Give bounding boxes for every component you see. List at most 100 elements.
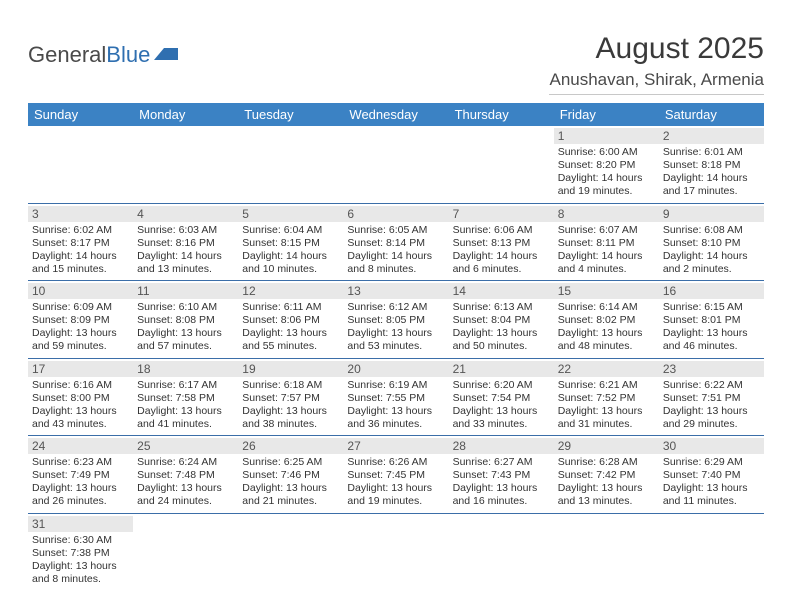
calendar-day: 15 Sunrise: 6:14 AMSunset: 8:02 PMDayligh…	[554, 281, 659, 359]
calendar-day: 5 Sunrise: 6:04 AMSunset: 8:15 PMDaylight…	[238, 203, 343, 281]
calendar-week: 24Sunrise: 6:23 AMSunset: 7:49 PMDayligh…	[28, 436, 764, 514]
day-number: 12	[238, 283, 343, 299]
calendar-day: 8Sunrise: 6:07 AMSunset: 8:11 PMDaylight…	[554, 203, 659, 281]
day-details: Sunrise: 6:30 AMSunset: 7:38 PMDaylight:…	[32, 534, 129, 587]
weekday-header: Saturday	[659, 103, 764, 126]
calendar-day: 9 Sunrise: 6:08 AMSunset: 8:10 PMDaylight…	[659, 203, 764, 281]
calendar-empty	[133, 126, 238, 203]
day-details: Sunrise: 6:15 AMSunset: 8:01 PMDaylight:…	[663, 301, 760, 354]
calendar-day: 26Sunrise: 6:25 AMSunset: 7:46 PMDayligh…	[238, 436, 343, 514]
day-details: Sunrise: 6:27 AMSunset: 7:43 PMDaylight:…	[453, 456, 550, 509]
day-details: Sunrise: 6:28 AMSunset: 7:42 PMDaylight:…	[558, 456, 655, 509]
location: Anushavan, Shirak, Armenia	[549, 70, 764, 95]
flag-icon	[154, 46, 182, 64]
day-number: 28	[449, 438, 554, 454]
calendar-day: 21Sunrise: 6:20 AMSunset: 7:54 PMDayligh…	[449, 358, 554, 436]
day-number: 27	[343, 438, 448, 454]
calendar-week: 3 Sunrise: 6:02 AMSunset: 8:17 PMDaylight…	[28, 203, 764, 281]
day-number: 11	[133, 283, 238, 299]
calendar-day: 3 Sunrise: 6:02 AMSunset: 8:17 PMDaylight…	[28, 203, 133, 281]
day-details: Sunrise: 6:10 AMSunset: 8:08 PMDaylight:…	[137, 301, 234, 354]
day-number: 17	[28, 361, 133, 377]
calendar-empty	[238, 513, 343, 590]
brand-part1: General	[28, 42, 106, 68]
calendar-empty	[449, 513, 554, 590]
day-details: Sunrise: 6:04 AMSunset: 8:15 PMDaylight:…	[242, 224, 339, 277]
day-details: Sunrise: 6:21 AMSunset: 7:52 PMDaylight:…	[558, 379, 655, 432]
calendar-empty	[133, 513, 238, 590]
calendar-day: 25Sunrise: 6:24 AMSunset: 7:48 PMDayligh…	[133, 436, 238, 514]
day-details: Sunrise: 6:01 AMSunset: 8:18 PMDaylight:…	[663, 146, 760, 199]
brand-part2: Blue	[106, 42, 150, 68]
calendar-empty	[554, 513, 659, 590]
calendar-week: 31Sunrise: 6:30 AMSunset: 7:38 PMDayligh…	[28, 513, 764, 590]
day-number: 7	[449, 206, 554, 222]
calendar-empty	[343, 513, 448, 590]
day-number: 13	[343, 283, 448, 299]
weekday-header: Friday	[554, 103, 659, 126]
day-details: Sunrise: 6:11 AMSunset: 8:06 PMDaylight:…	[242, 301, 339, 354]
title-block: August 2025 Anushavan, Shirak, Armenia	[549, 32, 764, 95]
day-number: 30	[659, 438, 764, 454]
month-title: August 2025	[549, 32, 764, 66]
day-details: Sunrise: 6:14 AMSunset: 8:02 PMDaylight:…	[558, 301, 655, 354]
day-details: Sunrise: 6:09 AMSunset: 8:09 PMDaylight:…	[32, 301, 129, 354]
day-number: 5	[238, 206, 343, 222]
day-number: 18	[133, 361, 238, 377]
calendar-day: 11 Sunrise: 6:10 AMSunset: 8:08 PMDayligh…	[133, 281, 238, 359]
calendar-day: 6Sunrise: 6:05 AMSunset: 8:14 PMDaylight…	[343, 203, 448, 281]
weekday-header: Wednesday	[343, 103, 448, 126]
day-number: 23	[659, 361, 764, 377]
day-number: 3	[28, 206, 133, 222]
day-details: Sunrise: 6:20 AMSunset: 7:54 PMDaylight:…	[453, 379, 550, 432]
calendar-day: 20Sunrise: 6:19 AMSunset: 7:55 PMDayligh…	[343, 358, 448, 436]
day-number: 14	[449, 283, 554, 299]
day-number: 15	[554, 283, 659, 299]
calendar-empty	[343, 126, 448, 203]
day-details: Sunrise: 6:08 AMSunset: 8:10 PMDaylight:…	[663, 224, 760, 277]
day-details: Sunrise: 6:02 AMSunset: 8:17 PMDaylight:…	[32, 224, 129, 277]
day-details: Sunrise: 6:25 AMSunset: 7:46 PMDaylight:…	[242, 456, 339, 509]
day-details: Sunrise: 6:29 AMSunset: 7:40 PMDaylight:…	[663, 456, 760, 509]
calendar-day: 14 Sunrise: 6:13 AMSunset: 8:04 PMDayligh…	[449, 281, 554, 359]
day-details: Sunrise: 6:07 AMSunset: 8:11 PMDaylight:…	[558, 224, 655, 277]
day-number: 9	[659, 206, 764, 222]
day-number: 6	[343, 206, 448, 222]
weekday-header: Sunday	[28, 103, 133, 126]
day-details: Sunrise: 6:00 AMSunset: 8:20 PMDaylight:…	[558, 146, 655, 199]
day-number: 24	[28, 438, 133, 454]
calendar-day: 29 Sunrise: 6:28 AMSunset: 7:42 PMDayligh…	[554, 436, 659, 514]
calendar-day: 27Sunrise: 6:26 AMSunset: 7:45 PMDayligh…	[343, 436, 448, 514]
day-details: Sunrise: 6:13 AMSunset: 8:04 PMDaylight:…	[453, 301, 550, 354]
day-number: 10	[28, 283, 133, 299]
day-details: Sunrise: 6:12 AMSunset: 8:05 PMDaylight:…	[347, 301, 444, 354]
day-number: 29	[554, 438, 659, 454]
calendar-day: 31Sunrise: 6:30 AMSunset: 7:38 PMDayligh…	[28, 513, 133, 590]
calendar-table: SundayMondayTuesdayWednesdayThursdayFrid…	[28, 103, 764, 590]
calendar-empty	[28, 126, 133, 203]
calendar-week: 10 Sunrise: 6:09 AMSunset: 8:09 PMDayligh…	[28, 281, 764, 359]
day-number: 4	[133, 206, 238, 222]
calendar-day: 22 Sunrise: 6:21 AMSunset: 7:52 PMDayligh…	[554, 358, 659, 436]
calendar-day: 23 Sunrise: 6:22 AMSunset: 7:51 PMDayligh…	[659, 358, 764, 436]
calendar-day: 10 Sunrise: 6:09 AMSunset: 8:09 PMDayligh…	[28, 281, 133, 359]
day-details: Sunrise: 6:16 AMSunset: 8:00 PMDaylight:…	[32, 379, 129, 432]
calendar-empty	[449, 126, 554, 203]
day-number: 16	[659, 283, 764, 299]
calendar-day: 12 Sunrise: 6:11 AMSunset: 8:06 PMDayligh…	[238, 281, 343, 359]
calendar-day: 7Sunrise: 6:06 AMSunset: 8:13 PMDaylight…	[449, 203, 554, 281]
calendar-week: 1 Sunrise: 6:00 AMSunset: 8:20 PMDaylight…	[28, 126, 764, 203]
day-number: 19	[238, 361, 343, 377]
weekday-header: Thursday	[449, 103, 554, 126]
day-number: 25	[133, 438, 238, 454]
header: GeneralBlue August 2025 Anushavan, Shira…	[28, 32, 764, 95]
day-number: 1	[554, 128, 659, 144]
calendar-day: 16 Sunrise: 6:15 AMSunset: 8:01 PMDayligh…	[659, 281, 764, 359]
day-number: 22	[554, 361, 659, 377]
day-details: Sunrise: 6:17 AMSunset: 7:58 PMDaylight:…	[137, 379, 234, 432]
calendar-day: 30 Sunrise: 6:29 AMSunset: 7:40 PMDayligh…	[659, 436, 764, 514]
calendar-day: 28 Sunrise: 6:27 AMSunset: 7:43 PMDayligh…	[449, 436, 554, 514]
calendar-day: 13 Sunrise: 6:12 AMSunset: 8:05 PMDayligh…	[343, 281, 448, 359]
day-details: Sunrise: 6:22 AMSunset: 7:51 PMDaylight:…	[663, 379, 760, 432]
day-details: Sunrise: 6:18 AMSunset: 7:57 PMDaylight:…	[242, 379, 339, 432]
